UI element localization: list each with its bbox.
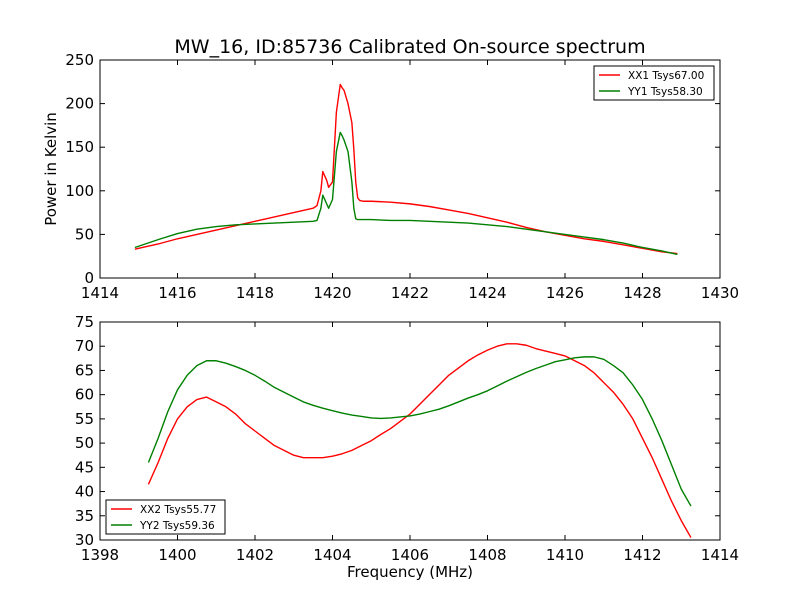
x-tick-label: 1406 xyxy=(391,546,429,564)
legend: XX1 Tsys67.00 YY1 Tsys58.30 xyxy=(593,65,715,101)
x-tick-label: 1418 xyxy=(236,284,274,302)
x-tick-label: 1400 xyxy=(158,546,196,564)
y-tick-label: 40 xyxy=(75,483,94,501)
series-line-2-2 xyxy=(147,356,692,507)
y-tick-label: 200 xyxy=(65,95,94,113)
y-tick-label: 30 xyxy=(75,531,94,549)
x-axis-label-bottom: Frequency (MHz) xyxy=(347,563,473,581)
y-tick-label: 35 xyxy=(75,507,94,525)
x-tick-label: 1416 xyxy=(158,284,196,302)
top-panel: 1414 1416 1418 1420 1422 1424 1426 1428 1430 0 50 1… xyxy=(65,51,739,302)
y-tick-label: 50 xyxy=(75,434,94,452)
legend-box xyxy=(105,499,226,535)
y-tick-label: 75 xyxy=(75,313,94,331)
series-line-2-1 xyxy=(147,343,692,538)
y-tick-label: 100 xyxy=(65,182,94,200)
x-tick-label: 1428 xyxy=(623,284,661,302)
series-line-1-1 xyxy=(134,83,678,255)
x-tick-label: 1412 xyxy=(623,546,661,564)
y-tick-label: 55 xyxy=(75,410,94,428)
y-tick-label: 65 xyxy=(75,361,94,379)
x-tick-label: 1404 xyxy=(313,546,351,564)
y-tick-label: 70 xyxy=(75,337,94,355)
legend-label: XX1 Tsys67.00 xyxy=(628,70,704,82)
y-tick-label: 60 xyxy=(75,386,94,404)
legend-box xyxy=(593,65,715,101)
legend: XX2 Tsys55.77 YY2 Tsys59.36 xyxy=(105,499,226,535)
x-tick-label: 1402 xyxy=(236,546,274,564)
x-tick-label: 1410 xyxy=(546,546,584,564)
y-tick-label: 45 xyxy=(75,458,94,476)
x-tick-label: 1408 xyxy=(468,546,506,564)
x-tick-label: 1398 xyxy=(81,546,119,564)
chart-title: MW_16, ID:85736 Calibrated On-source spe… xyxy=(174,36,645,58)
x-tick-label: 1430 xyxy=(701,284,739,302)
y-axis-label-top: Power in Kelvin xyxy=(42,112,60,226)
x-tick-label: 1414 xyxy=(81,284,119,302)
x-tick-label: 1414 xyxy=(701,546,739,564)
y-tick-label: 0 xyxy=(84,269,94,287)
y-tick-label: 50 xyxy=(75,225,94,243)
x-tick-label: 1422 xyxy=(391,284,429,302)
x-tick-label: 1420 xyxy=(313,284,351,302)
x-tick-label: 1426 xyxy=(546,284,584,302)
legend-label: XX2 Tsys55.77 xyxy=(140,504,216,516)
y-tick-label: 250 xyxy=(65,51,94,69)
legend-label: YY1 Tsys58.30 xyxy=(627,86,703,98)
x-tick-label: 1424 xyxy=(468,284,506,302)
legend-label: YY2 Tsys59.36 xyxy=(139,520,215,532)
bottom-panel: 1398 1400 1402 1404 1406 1408 1410 1412 1414 30 35… xyxy=(75,313,739,564)
series-line-1-2 xyxy=(134,131,678,256)
y-tick-label: 150 xyxy=(65,138,94,156)
